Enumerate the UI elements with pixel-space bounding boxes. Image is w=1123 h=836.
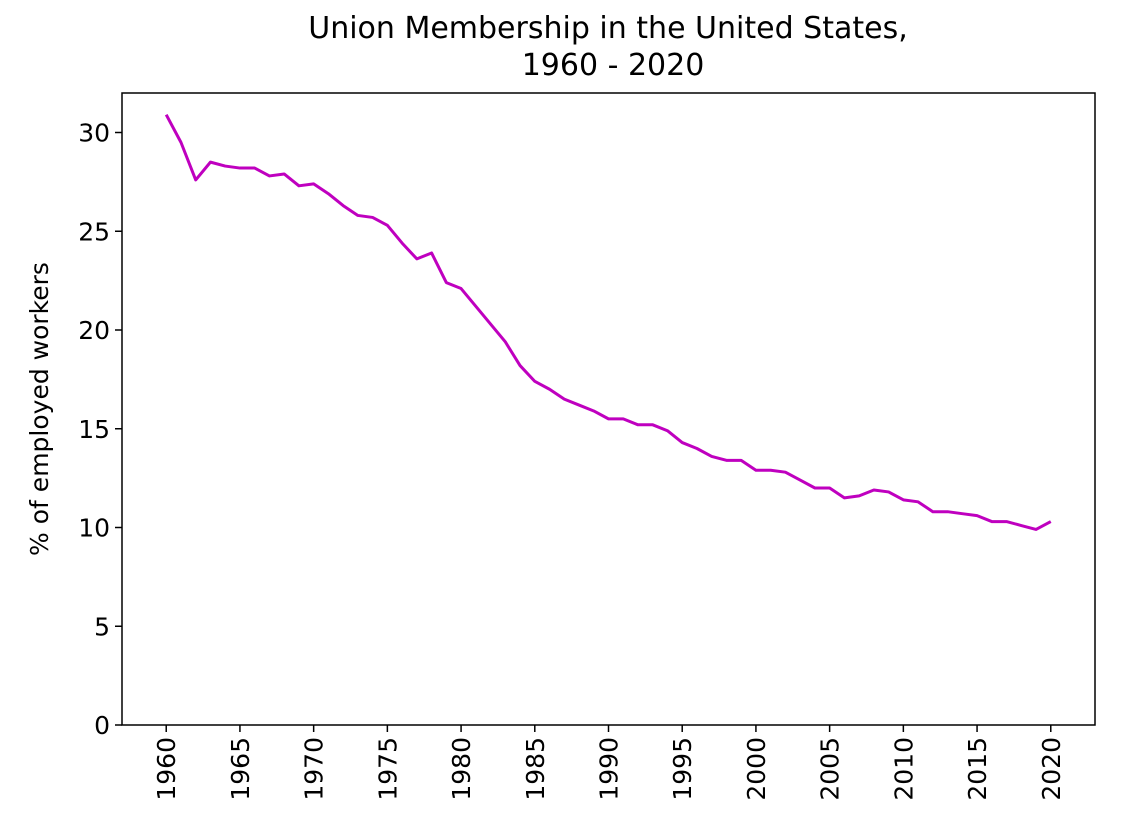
x-tick-label: 1980: [447, 737, 476, 801]
plot-frame: [121, 92, 1096, 726]
y-tick-label: 5: [94, 612, 110, 641]
x-tick-label: 2000: [742, 737, 771, 801]
x-tick-label: 1975: [373, 737, 402, 801]
chart-title: Union Membership in the United States,: [308, 11, 908, 46]
x-tick-label: 1970: [300, 737, 329, 801]
x-tick-label: 2020: [1037, 737, 1066, 801]
x-tick-label: 2015: [963, 737, 992, 801]
x-tick-label: 2005: [816, 737, 845, 801]
y-axis-label: % of employed workers: [25, 262, 54, 556]
x-tick-label: 1985: [521, 737, 550, 801]
y-tick-label: 30: [78, 119, 110, 148]
x-tick-label: 1990: [595, 737, 624, 801]
line: [164, 114, 1052, 531]
y-tick-label: 15: [78, 415, 110, 444]
y-tick-label: 0: [94, 711, 110, 740]
y-tick-label: 10: [78, 514, 110, 543]
x-tick-label: 1960: [152, 737, 181, 801]
y-tick-label: 25: [78, 217, 110, 246]
x-tick-label: 1995: [668, 737, 697, 801]
chart-title: 1960 - 2020: [522, 48, 705, 83]
y-tick-label: 20: [78, 316, 110, 345]
x-tick-label: 1965: [226, 737, 255, 801]
x-tick-label: 2010: [889, 737, 918, 801]
